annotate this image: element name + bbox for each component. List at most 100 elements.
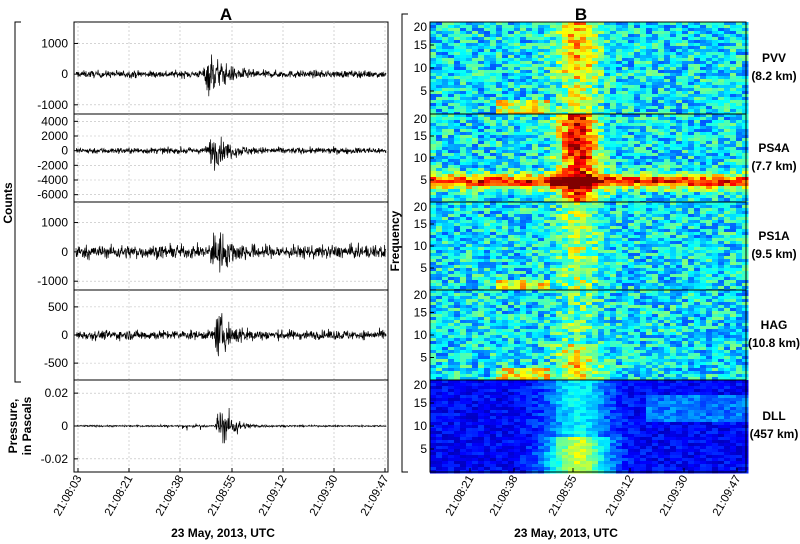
spectrogram-cell [718,223,725,227]
spectrogram-cell [652,223,659,227]
spectrogram-cell [598,49,605,53]
spectrogram-cell [496,64,503,68]
spectrogram-cell [460,28,467,32]
spectrogram-cell [718,162,725,166]
spectrogram-cell [532,183,539,187]
spectrogram-cell [526,171,533,175]
spectrogram-cell [478,85,485,89]
spectrogram-cell [646,76,653,80]
spectrogram-cell [574,144,581,148]
spectrogram-cell [550,123,557,127]
spectrogram-cell [640,162,647,166]
spectrogram-cell [538,52,545,56]
spectrogram-cell [622,223,629,227]
spectrogram-cell [544,106,551,110]
spectrogram-cell [634,232,641,236]
spectrogram-cell [616,64,623,68]
spectrogram-cell [610,259,617,263]
spectrogram-cell [628,186,635,190]
spectrogram-cell [568,177,575,181]
spectrogram-cell [526,82,533,86]
spectrogram-cell [484,64,491,68]
spectrogram-cell [568,49,575,53]
spectrogram-cell [736,183,743,187]
spectrogram-cell [538,244,545,248]
spectrogram-cell [496,162,503,166]
spectrogram-cell [460,180,467,184]
spectrogram-cell [550,271,557,275]
spectrogram-cell [724,52,731,56]
spectrogram-cell [550,211,557,215]
spectrogram-cell [526,144,533,148]
spectrogram-cell [544,109,551,113]
spectrogram-cell [658,162,665,166]
y-tick-label: 5 [420,84,427,98]
spectrogram-cell [670,280,677,284]
spectrogram-cell [682,171,689,175]
spectrogram-cell [736,198,743,202]
spectrogram-cell [544,256,551,260]
spectrogram-cell [550,195,557,199]
spectrogram-cell [466,202,473,206]
spectrogram-cell [484,55,491,59]
spectrogram-cell [508,211,515,215]
spectrogram-cell [586,265,593,269]
spectrogram-cell [718,64,725,68]
spectrogram-cell [622,144,629,148]
spectrogram-cell [550,171,557,175]
spectrogram-cell [646,198,653,202]
spectrogram-cell [724,162,731,166]
spectrogram-cell [580,253,587,257]
spectrogram-cell [586,94,593,98]
spectrogram-cell [730,79,737,83]
spectrogram-cell [742,271,749,275]
spectrogram-cell [544,40,551,44]
spectrogram-cell [472,189,479,193]
spectrogram-cell [442,70,449,74]
spectrogram-cell [652,217,659,221]
spectrogram-cell [442,274,449,278]
spectrogram-cell [718,43,725,47]
spectrogram-cell [652,70,659,74]
spectrogram-cell [508,120,515,124]
spectrogram-cell [526,247,533,251]
spectrogram-cell [712,262,719,266]
spectrogram-cell [610,192,617,196]
spectrogram-cell [466,290,473,294]
spectrogram-cell [700,171,707,175]
spectrogram-cell [526,229,533,233]
spectrogram-cell [556,25,563,29]
spectrogram-cell [682,135,689,139]
spectrogram-cell [688,46,695,50]
spectrogram-cell [556,280,563,284]
spectrogram-cell [712,177,719,181]
spectrogram-cell [610,150,617,154]
spectrogram-cell [490,61,497,65]
spectrogram-cell [568,37,575,41]
spectrogram-cell [580,265,587,269]
spectrogram-cell [616,214,623,218]
spectrogram-cell [592,283,599,287]
spectrogram-cell [652,202,659,206]
spectrogram-cell [454,205,461,209]
spectrogram-cell [544,244,551,248]
spectrogram-cell [460,192,467,196]
spectrogram-cell [706,262,713,266]
y-tick-label: 500 [48,300,68,314]
spectrogram-cell [640,97,647,101]
spectrogram-cell [706,280,713,284]
spectrogram-cell [580,205,587,209]
spectrogram-cell [514,208,521,212]
spectrogram-cell [652,186,659,190]
spectrogram-cell [472,238,479,242]
spectrogram-cell [508,43,515,47]
spectrogram-cell [478,274,485,278]
spectrogram-cell [526,165,533,169]
spectrogram-cell [604,37,611,41]
spectrogram-cell [688,25,695,29]
spectrogram-cell [502,277,509,281]
spectrogram-cell [586,217,593,221]
spectrogram-cell [730,171,737,175]
spectrogram-cell [622,73,629,77]
spectrogram-cell [562,217,569,221]
